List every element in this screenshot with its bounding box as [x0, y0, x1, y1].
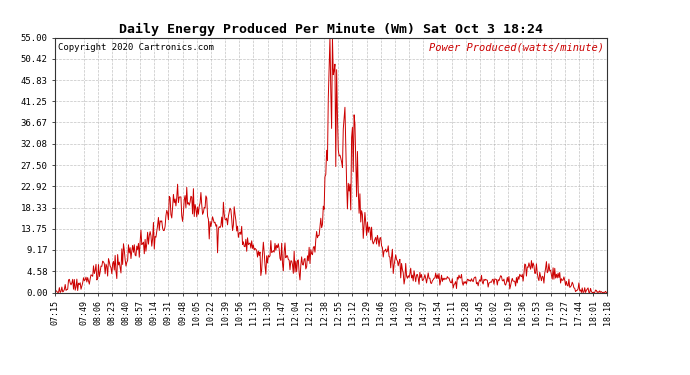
Title: Daily Energy Produced Per Minute (Wm) Sat Oct 3 18:24: Daily Energy Produced Per Minute (Wm) Sa… [119, 23, 543, 36]
Text: Copyright 2020 Cartronics.com: Copyright 2020 Cartronics.com [58, 43, 214, 52]
Text: Power Produced(watts/minute): Power Produced(watts/minute) [429, 43, 604, 52]
